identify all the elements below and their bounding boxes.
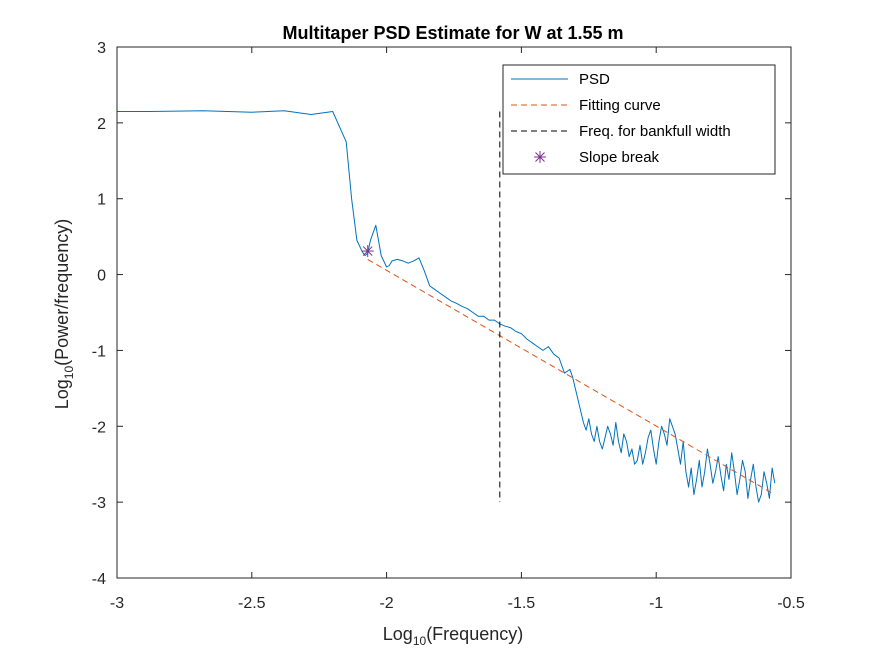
x-tick-label: -2 bbox=[379, 595, 393, 612]
x-axis-label-rest: (Frequency) bbox=[426, 624, 523, 644]
x-axis: -3 -2.5 -2 -1.5 -1 -0.5 bbox=[110, 47, 805, 612]
x-axis-label: Log10(Frequency) bbox=[383, 624, 523, 648]
psd-series-line bbox=[117, 110, 776, 503]
y-tick-label: 1 bbox=[97, 192, 106, 209]
y-tick-label: -3 bbox=[92, 495, 106, 512]
fitting-curve-line bbox=[367, 258, 776, 496]
y-axis-label-base: Log bbox=[52, 379, 72, 409]
y-tick-label: -4 bbox=[92, 571, 106, 588]
y-axis-label-sub: 10 bbox=[62, 366, 76, 380]
x-axis-label-base: Log bbox=[383, 624, 413, 644]
slope-break-marker bbox=[361, 245, 374, 258]
x-tick-label: -0.5 bbox=[777, 595, 805, 612]
y-tick-label: 0 bbox=[97, 268, 106, 285]
y-axis-label-rest: (Power/frequency) bbox=[52, 219, 72, 366]
legend-label-slope-break: Slope break bbox=[579, 149, 660, 166]
series-layer bbox=[117, 110, 776, 503]
y-axis-label: Log10(Power/frequency) bbox=[52, 219, 76, 409]
legend-label-fitting-curve: Fitting curve bbox=[579, 97, 661, 114]
x-axis-label-sub: 10 bbox=[413, 634, 427, 648]
x-tick-label: -1 bbox=[649, 595, 663, 612]
legend-swatch-slope-break-asterisk-icon bbox=[534, 151, 546, 163]
chart-title: Multitaper PSD Estimate for W at 1.55 m bbox=[282, 23, 623, 43]
y-tick-label: -2 bbox=[92, 419, 106, 436]
y-tick-label: 3 bbox=[97, 40, 106, 57]
legend: PSD Fitting curve Freq. for bankfull wid… bbox=[502, 64, 776, 175]
legend-box bbox=[502, 64, 776, 175]
y-tick-label: 2 bbox=[97, 116, 106, 133]
y-tick-label: -1 bbox=[92, 343, 106, 360]
legend-label-psd: PSD bbox=[579, 71, 610, 88]
x-tick-label: -1.5 bbox=[508, 595, 536, 612]
legend-label-bankfull: Freq. for bankfull width bbox=[579, 123, 731, 140]
y-axis: -4 -3 -2 -1 0 1 2 3 bbox=[92, 40, 791, 588]
x-tick-label: -2.5 bbox=[238, 595, 266, 612]
x-tick-label: -3 bbox=[110, 595, 124, 612]
